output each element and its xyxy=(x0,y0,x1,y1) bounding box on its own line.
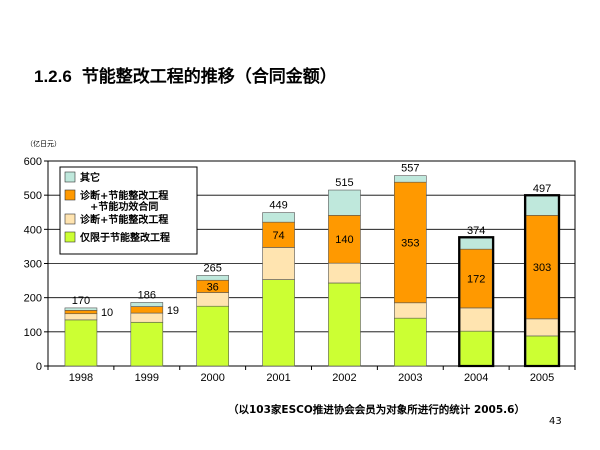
bar-segment xyxy=(196,275,229,281)
data-labels: 170 10 186 19 265 36 449 74 515 140 557 353 374 172 49… xyxy=(72,163,551,319)
legend-label: 仅限于节能整改工程 xyxy=(79,231,170,244)
y-tick-label: 200 xyxy=(24,293,42,305)
segment-value-label: 303 xyxy=(533,262,551,274)
legend-swatch xyxy=(64,171,76,183)
axes: 0 100 200 300 400 500 600 1998 1999 2000 2001 2002 2… xyxy=(24,156,576,384)
bar-segment xyxy=(262,221,295,248)
bar-segment xyxy=(130,302,164,307)
total-label: 449 xyxy=(269,200,287,212)
bar-highlight-outline xyxy=(523,194,561,368)
bar-segment xyxy=(262,279,295,367)
x-tick-label: 2005 xyxy=(530,372,554,384)
y-tick-label: 300 xyxy=(24,259,42,271)
footnote: （以103家ESCO推进协会会员为对象所进行的统计 2005.6） xyxy=(228,404,525,416)
bar-segment xyxy=(64,307,98,311)
bar-segment xyxy=(394,181,427,304)
segment-value-label: 172 xyxy=(467,274,485,286)
segment-value-label: 36 xyxy=(207,281,219,293)
bar-segment xyxy=(394,302,427,319)
legend-box xyxy=(59,166,198,255)
total-label: 186 xyxy=(138,289,156,301)
bar-segment xyxy=(64,310,98,315)
segment-value-label: 353 xyxy=(401,237,419,249)
bar-segment xyxy=(328,189,361,216)
page-number: 43 xyxy=(549,416,562,427)
total-label: 170 xyxy=(72,295,90,307)
bar-segment xyxy=(130,306,164,314)
title-number: 1.2.6 xyxy=(34,67,72,86)
bar-segment xyxy=(196,292,229,307)
bar-segment xyxy=(394,317,427,367)
y-tick-label: 100 xyxy=(24,327,42,339)
y-tick-label: 400 xyxy=(24,224,42,236)
bar-segment xyxy=(262,247,295,280)
bar-segment xyxy=(525,318,559,337)
page-title: 1.2.6 节能整改工程的推移（合同金额） xyxy=(34,62,337,87)
bar-segment xyxy=(64,319,98,367)
legend-swatch xyxy=(64,213,76,225)
bar-segment xyxy=(459,307,493,332)
bar-segment xyxy=(459,330,493,367)
bar-segment xyxy=(196,305,229,367)
legend-label: +节能功效合同 xyxy=(90,200,158,213)
bar-segment xyxy=(130,312,164,323)
segment-value-label: 140 xyxy=(335,234,353,246)
total-label: 557 xyxy=(401,163,419,175)
bar-segment xyxy=(525,335,559,367)
x-tick-label: 2001 xyxy=(266,372,290,384)
bar-segment xyxy=(525,195,559,216)
bar-segment xyxy=(459,248,493,309)
bar-segment xyxy=(394,175,427,183)
legend-label: 诊断+节能整改工程 xyxy=(80,189,168,202)
y-tick-label: 600 xyxy=(24,156,42,168)
bars xyxy=(64,175,561,368)
total-label: 265 xyxy=(204,262,222,274)
legend-swatch xyxy=(64,189,76,201)
bar-segment xyxy=(64,313,98,321)
segment-value-label: 74 xyxy=(272,230,284,242)
bar-segment xyxy=(262,212,295,223)
y-tick-label: 500 xyxy=(24,190,42,202)
x-tick-label: 2000 xyxy=(200,372,224,384)
segment-value-label: 10 xyxy=(101,307,113,319)
bar-segment xyxy=(459,237,493,250)
bar-highlight-outline xyxy=(458,236,495,368)
bar-segment xyxy=(328,262,361,284)
y-tick-label: 0 xyxy=(36,361,42,373)
legend-swatch xyxy=(64,231,76,243)
x-tick-label: 2002 xyxy=(332,372,356,384)
segment-value-label: 19 xyxy=(167,305,179,317)
bar-segment xyxy=(130,321,164,367)
bar-segment xyxy=(328,282,361,367)
y-axis-unit-label: （亿日元） xyxy=(26,139,61,148)
x-tick-label: 2003 xyxy=(398,372,422,384)
total-label: 515 xyxy=(335,177,353,189)
bar-segment xyxy=(328,215,361,264)
total-label: 374 xyxy=(467,225,485,237)
legend-label: 其它 xyxy=(80,171,100,184)
legend-label: 诊断+节能整改工程 xyxy=(80,213,168,226)
title-text: 节能整改工程的推移（合同金额） xyxy=(81,67,337,87)
x-tick-label: 1999 xyxy=(135,372,159,384)
total-label: 497 xyxy=(533,183,551,195)
x-tick-label: 2004 xyxy=(464,372,488,384)
x-tick-label: 1998 xyxy=(69,372,93,384)
